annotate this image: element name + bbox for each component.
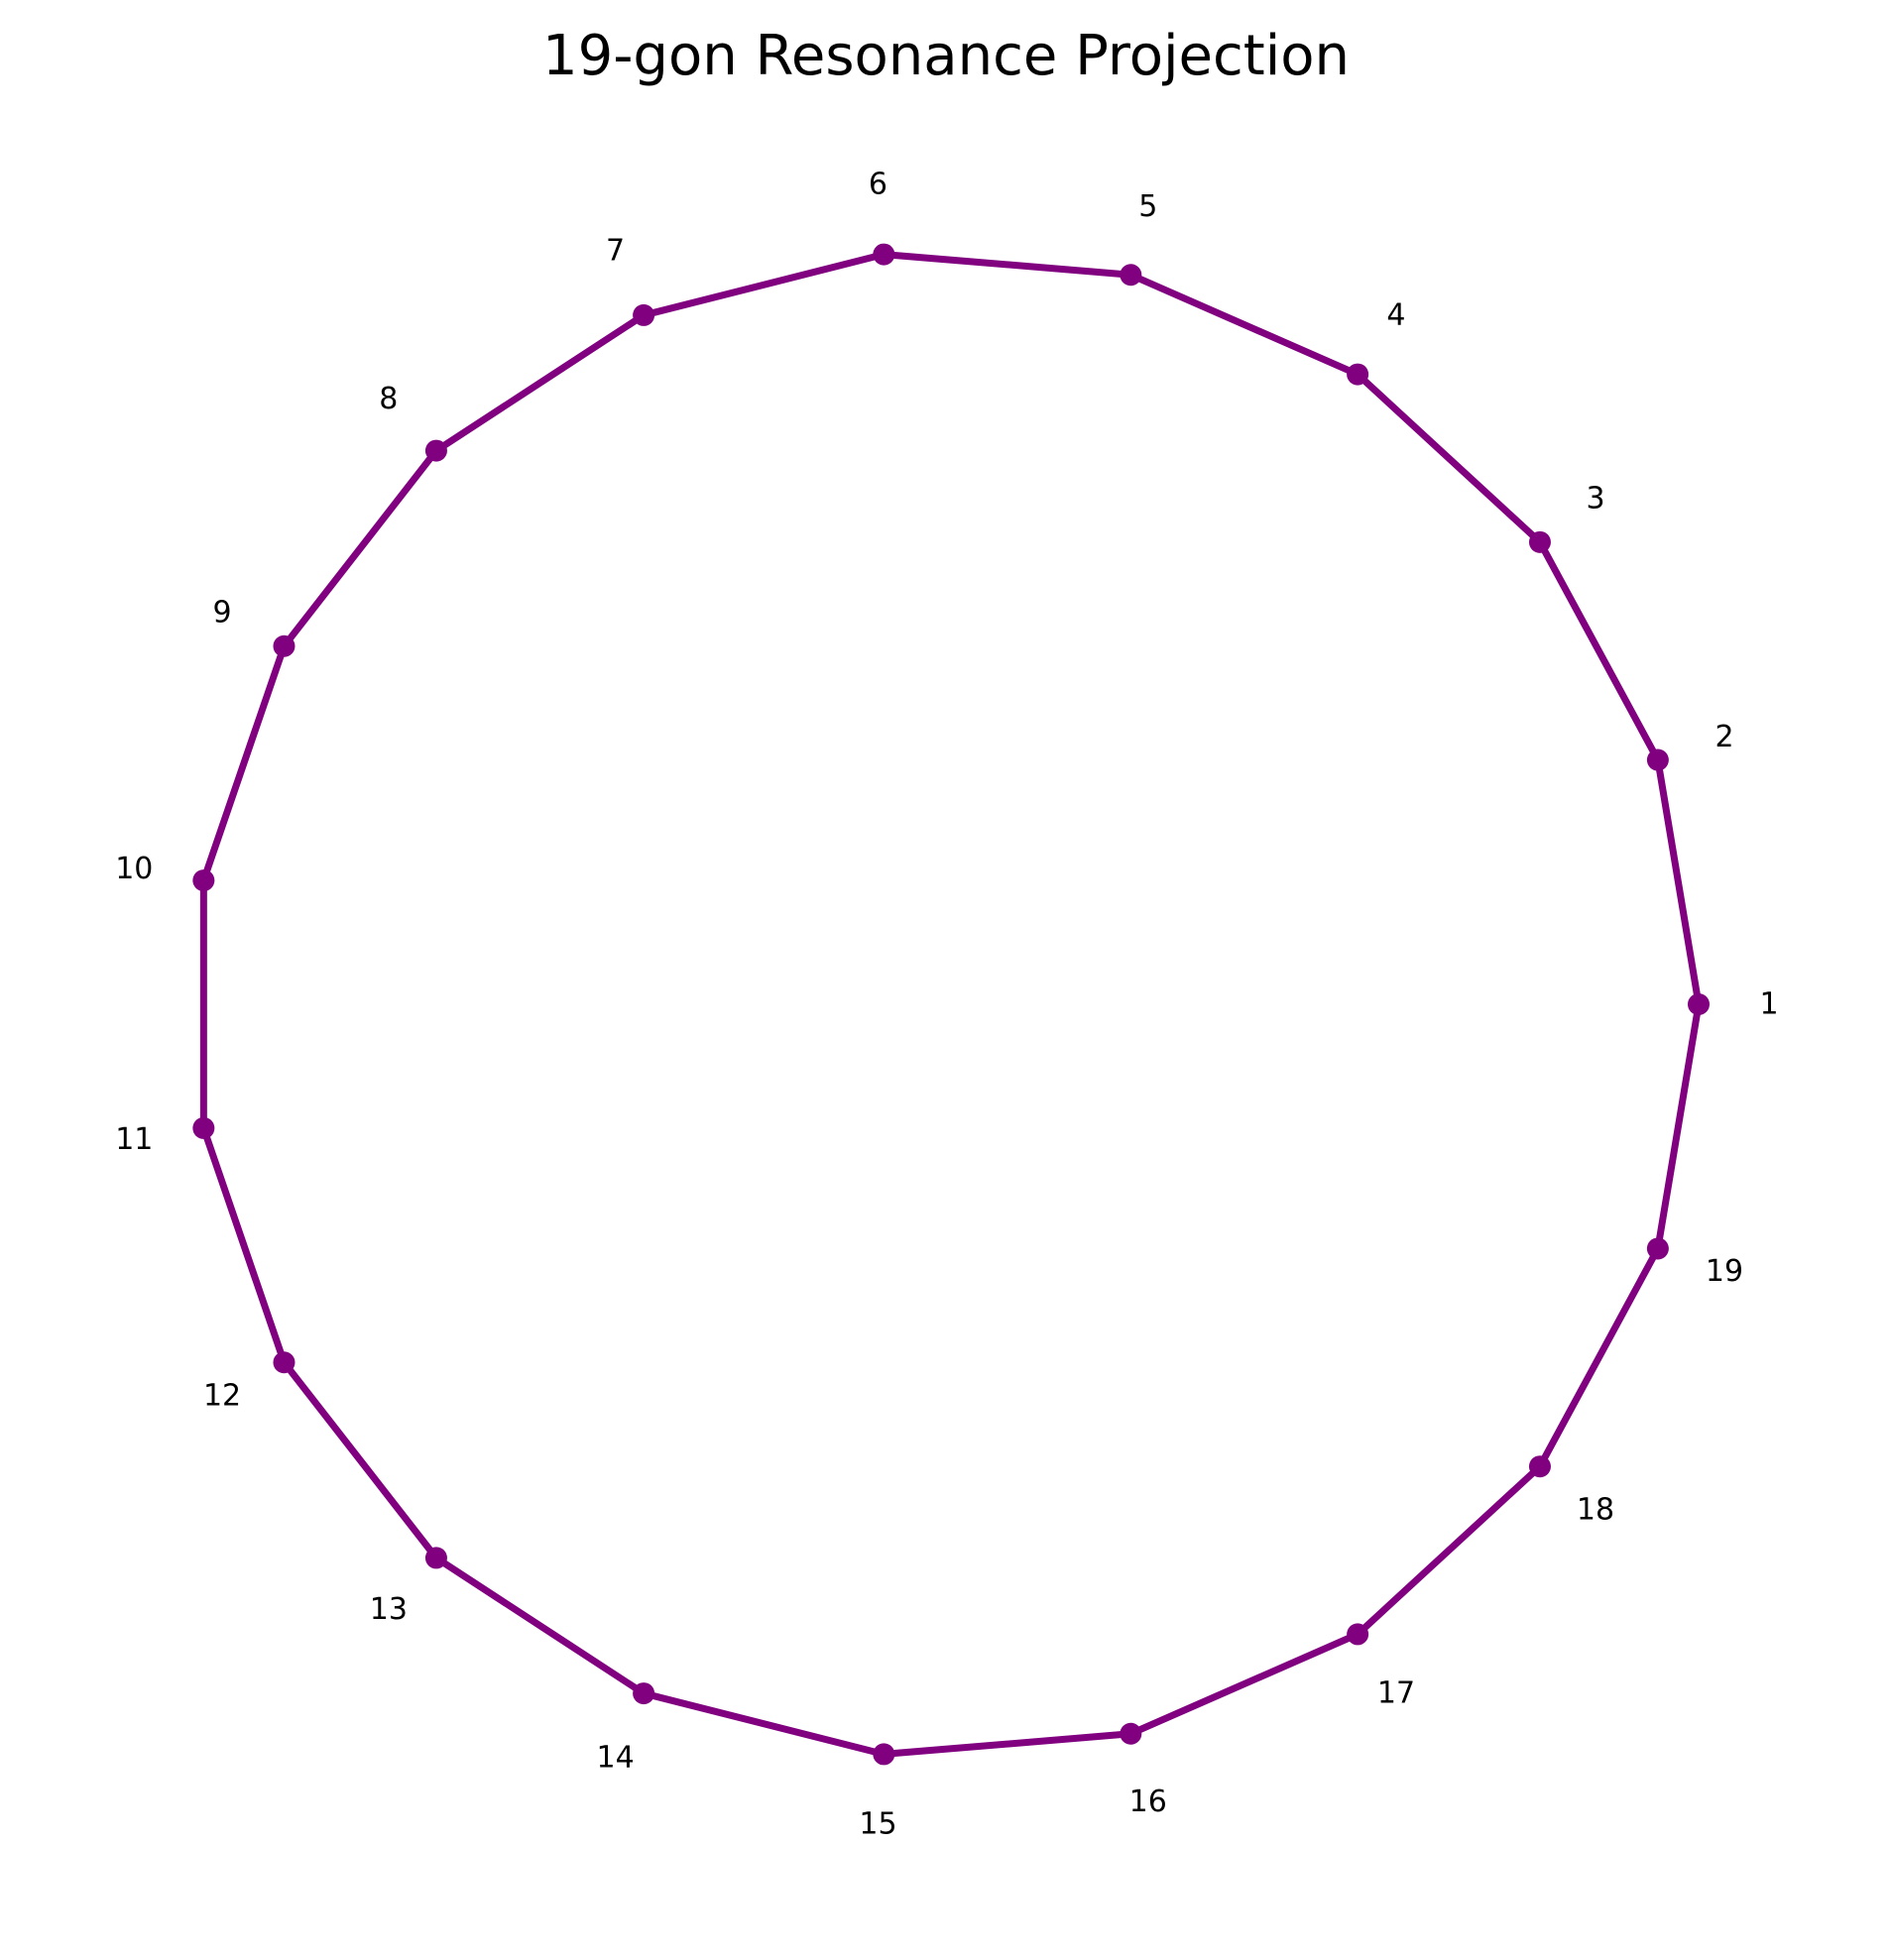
polygon-edge-7 [432, 311, 648, 455]
vertex-marker-4 [1347, 363, 1369, 386]
polygon-edge-3 [1354, 371, 1544, 546]
polygon-edge-14 [640, 1689, 887, 1758]
vertex-marker-9 [273, 634, 296, 657]
vertex-label-2: 2 [1715, 720, 1733, 754]
vertex-marker-16 [1120, 1722, 1142, 1745]
vertex-label-1: 1 [1759, 987, 1778, 1022]
polygon-edge-9 [199, 642, 288, 884]
vertex-marker-5 [1120, 264, 1142, 287]
vertex-marker-15 [873, 1743, 895, 1766]
vertex-label-12: 12 [203, 1379, 241, 1414]
vertex-label-3: 3 [1586, 482, 1604, 517]
vertex-label-17: 17 [1377, 1675, 1415, 1710]
polygon-edges [199, 251, 1703, 1758]
vertex-marker-19 [1646, 1237, 1669, 1260]
polygon-edge-5 [880, 251, 1134, 279]
vertex-label-19: 19 [1706, 1254, 1743, 1289]
vertex-marker-12 [273, 1351, 296, 1374]
vertex-marker-2 [1646, 749, 1669, 771]
polygon-edge-4 [1126, 271, 1361, 379]
vertex-label-16: 16 [1129, 1785, 1167, 1819]
vertex-label-4: 4 [1386, 298, 1405, 333]
vertex-label-6: 6 [869, 167, 887, 201]
vertex-marker-11 [192, 1116, 215, 1139]
vertex-marker-3 [1528, 530, 1551, 553]
vertex-label-15: 15 [859, 1807, 896, 1842]
polygon-edge-19 [1654, 1000, 1703, 1252]
vertex-marker-13 [424, 1547, 447, 1569]
vertex-marker-8 [424, 439, 447, 462]
vertex-marker-1 [1688, 993, 1710, 1015]
vertex-label-13: 13 [370, 1592, 408, 1627]
vertex-label-10: 10 [115, 852, 153, 886]
polygon-edge-8 [280, 447, 440, 650]
vertex-label-14: 14 [596, 1741, 634, 1776]
vertex-label-9: 9 [212, 595, 231, 630]
diagram-title: 19-gon Resonance Projection [542, 24, 1350, 88]
vertex-marker-17 [1347, 1623, 1369, 1646]
polygon-edge-11 [199, 1124, 288, 1366]
polygon-edge-12 [280, 1358, 440, 1561]
vertex-label-7: 7 [606, 233, 625, 268]
vertex-label-5: 5 [1138, 189, 1157, 224]
polygon-edge-18 [1536, 1244, 1662, 1470]
vertex-marker-7 [633, 303, 655, 326]
polygon-edge-2 [1536, 538, 1662, 764]
polygon-edge-1 [1654, 756, 1703, 1008]
vertex-label-11: 11 [115, 1122, 153, 1157]
vertex-marker-10 [192, 869, 215, 892]
polygon-edge-15 [880, 1730, 1134, 1758]
polygon-edge-17 [1354, 1462, 1544, 1638]
vertex-marker-18 [1528, 1455, 1551, 1478]
vertex-label-18: 18 [1577, 1492, 1614, 1527]
polygon-edge-16 [1126, 1630, 1361, 1738]
polygon-edge-6 [640, 251, 887, 319]
vertex-markers [192, 243, 1710, 1766]
vertex-marker-6 [873, 243, 895, 266]
vertex-marker-14 [633, 1682, 655, 1705]
vertex-label-8: 8 [379, 382, 398, 416]
polygon-edge-13 [432, 1554, 648, 1697]
